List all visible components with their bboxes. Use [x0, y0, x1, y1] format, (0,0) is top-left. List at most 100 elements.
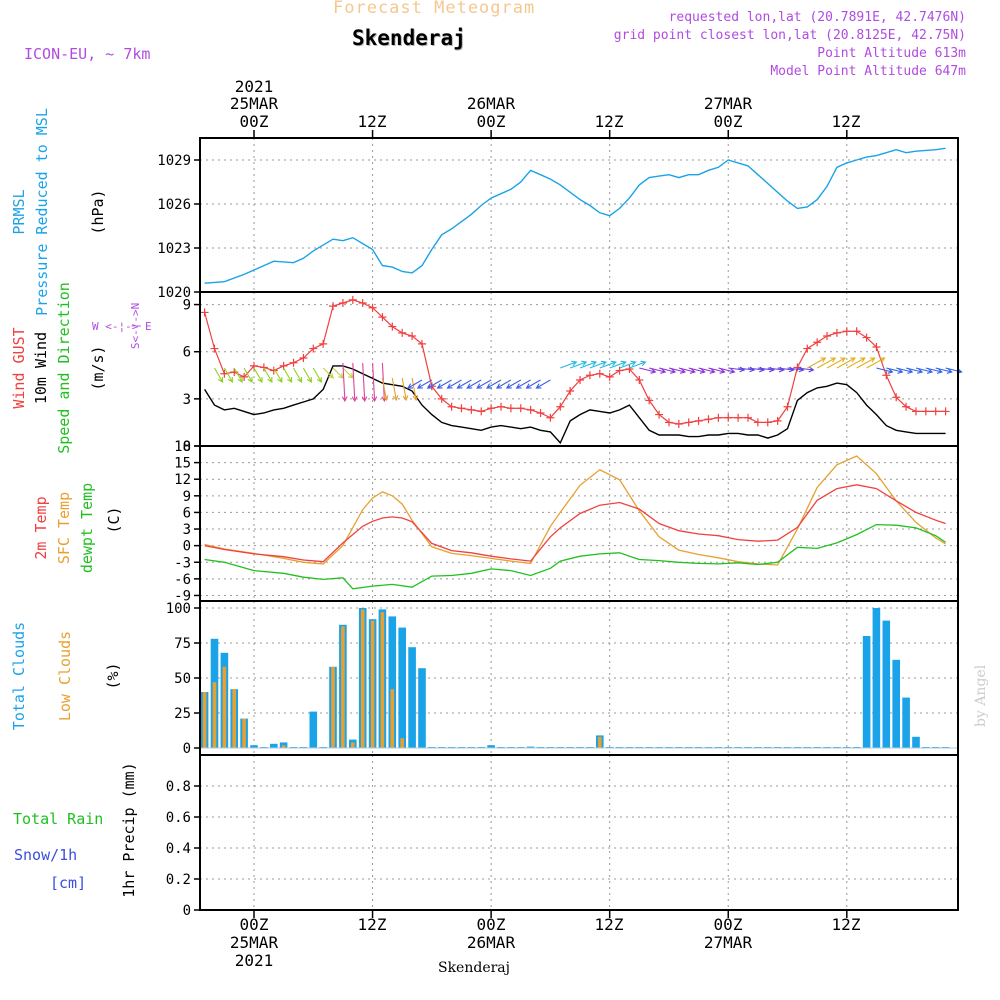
total-cloud-bar [902, 697, 910, 748]
wind-direction-arrow [446, 379, 462, 389]
total-cloud-bar [388, 616, 397, 748]
bottom-axis-year: 2021 [235, 951, 274, 970]
y-tick-label: 15 [174, 456, 191, 472]
temp-title-1: 2m Temp [32, 496, 50, 559]
gust-point [566, 387, 575, 395]
gust-point [783, 402, 792, 411]
wind-direction-arrow [639, 367, 657, 374]
wind-direction-arrow [896, 367, 914, 374]
top-axis-date-0: 25MAR [230, 94, 279, 113]
y-tick-label: 75 [174, 636, 191, 652]
low-cloud-bar [331, 666, 335, 748]
model-altitude: Model Point Altitude 647m [770, 64, 966, 79]
gust-point [803, 344, 812, 353]
top-axis-label-0: 00Z [240, 112, 269, 131]
low-cloud-bar [202, 692, 207, 748]
wind-direction-arrow [560, 360, 578, 369]
wind-direction-arrow [718, 367, 736, 374]
gust-point [576, 376, 585, 384]
y-tick-label: 0 [183, 439, 191, 455]
y-tick-label: 0.2 [166, 872, 191, 888]
total-cloud-bar [398, 627, 406, 748]
gust-point [200, 308, 209, 317]
gust-point [862, 333, 871, 342]
bottom-axis-date-0: 25MAR [230, 933, 279, 952]
y-tick-label: 0.6 [166, 810, 191, 826]
bottom-axis-label-1: 12Z [358, 915, 387, 934]
pressure-title-1: PRMSL [10, 189, 28, 234]
y-tick-label: 100 [166, 601, 191, 617]
wind-direction-arrow [466, 379, 482, 389]
wind-direction-arrow [401, 377, 409, 402]
wind-direction-arrow [214, 367, 224, 383]
total-cloud-bar [408, 647, 416, 748]
wind-direction-arrow [876, 367, 894, 374]
wind-compass-we: W <-¦-> E [92, 320, 152, 333]
gust-point [378, 313, 387, 322]
clouds-unit: (%) [104, 662, 122, 689]
gust-point [882, 371, 891, 380]
bottom-axis-label-2: 00Z [477, 915, 506, 934]
gust-point [220, 369, 229, 378]
gust-point [704, 415, 713, 424]
wind-direction-arrow [391, 377, 399, 402]
y-tick-label: -6 [174, 572, 191, 588]
total-cloud-bar [487, 745, 495, 748]
total-cloud-bar [862, 636, 871, 748]
y-tick-label: 1020 [157, 285, 191, 301]
gust-point [694, 416, 703, 425]
wind-direction-arrow [407, 379, 423, 389]
wind-direction-arrow [342, 367, 354, 379]
requested-coords: requested lon,lat (20.7891E, 42.7476N) [668, 10, 966, 25]
gust-point [447, 402, 456, 411]
watermark: by Angel [973, 664, 989, 727]
wind-direction-arrow [253, 367, 263, 383]
model-name: ICON-EU, ~ 7km [24, 45, 151, 63]
gust-point [744, 413, 752, 422]
y-tick-label: 0 [183, 539, 191, 555]
total-cloud-bar [250, 745, 258, 748]
gust-point [684, 418, 693, 427]
wind-direction-arrow [371, 362, 378, 403]
gust-point [289, 358, 298, 367]
wind-direction-arrow [599, 360, 617, 369]
gust-point [467, 405, 476, 414]
gust-point [635, 376, 644, 384]
low-cloud-bar [222, 666, 227, 748]
wind-direction-arrow [436, 379, 452, 389]
wind-direction-arrow [476, 379, 492, 389]
wind-direction-arrow [332, 367, 344, 379]
gust-point [842, 327, 851, 336]
wind-compass-ns: S<-¦->N [129, 303, 142, 349]
gust-point [487, 404, 496, 413]
top-axis-date-4: 27MAR [704, 94, 753, 113]
temp-title-3: dewpt Temp [78, 483, 96, 573]
y-tick-label: 1029 [157, 153, 191, 169]
wind-direction-arrow [846, 357, 866, 369]
gust-point [724, 413, 733, 422]
low-cloud-bar [232, 689, 236, 748]
gust-point [674, 420, 683, 428]
precip-title-1: Total Rain [13, 810, 103, 828]
wind-direction-arrow [905, 367, 924, 374]
total-cloud-bar [892, 659, 900, 748]
gust-point [902, 402, 911, 411]
gust-point [645, 396, 654, 405]
low-cloud-bar [380, 612, 385, 748]
gust-point [823, 332, 832, 340]
wind-direction-arrow [283, 367, 293, 383]
wind-direction-arrow [935, 367, 953, 374]
gust-point [931, 407, 940, 416]
wind-direction-arrow [341, 362, 348, 403]
gust-point [655, 410, 664, 419]
top-axis-label-5: 12Z [832, 112, 861, 131]
wind-direction-arrow [243, 367, 253, 383]
y-tick-label: 50 [174, 671, 191, 687]
low-cloud-bar [390, 689, 395, 748]
gust-point [605, 372, 614, 381]
top-axis-year: 2021 [235, 77, 274, 96]
gridlines [200, 138, 958, 910]
low-cloud-bar [360, 609, 365, 748]
total-cloud-bar [309, 711, 318, 748]
gust-point [309, 344, 318, 353]
